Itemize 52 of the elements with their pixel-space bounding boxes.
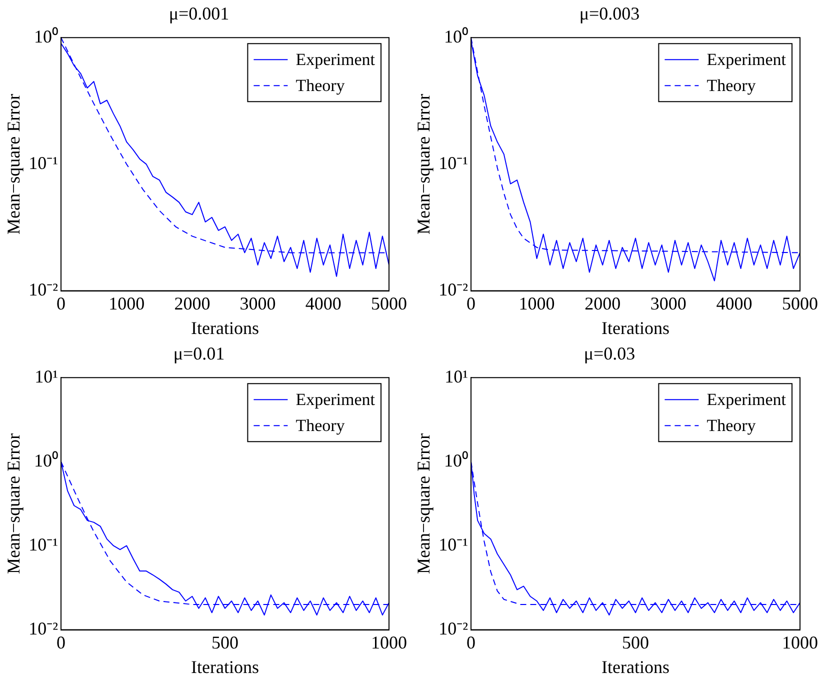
x-tick-label: 0 bbox=[466, 632, 476, 652]
x-axis-title: Iterations bbox=[602, 318, 670, 338]
x-tick-label: 4000 bbox=[305, 293, 342, 314]
chart-title: μ=0.03 bbox=[584, 344, 636, 364]
y-tick-label: 10⁻² bbox=[28, 618, 58, 639]
x-tick-label: 0 bbox=[56, 632, 66, 652]
x-axis-title: Iterations bbox=[191, 656, 259, 677]
legend-label: Experiment bbox=[296, 390, 376, 410]
x-tick-label: 5000 bbox=[782, 293, 818, 314]
x-tick-label: 1000 bbox=[782, 632, 818, 652]
x-tick-label: 3000 bbox=[240, 293, 276, 314]
x-tick-label: 1000 bbox=[518, 293, 555, 314]
legend-label: Theory bbox=[706, 416, 756, 436]
x-axis-title: Iterations bbox=[191, 318, 259, 338]
y-tick-label: 10⁰ bbox=[34, 450, 58, 470]
y-axis-title: Mean−square Error bbox=[4, 433, 24, 574]
x-tick-label: 2000 bbox=[174, 293, 210, 314]
y-tick-label: 10¹ bbox=[444, 366, 468, 386]
y-tick-label: 10⁻² bbox=[438, 280, 468, 300]
x-tick-label: 500 bbox=[622, 632, 649, 652]
legend-label: Experiment bbox=[296, 50, 376, 70]
y-tick-label: 10⁻² bbox=[438, 618, 468, 639]
y-tick-label: 10⁰ bbox=[34, 26, 58, 46]
x-tick-label: 0 bbox=[466, 293, 476, 314]
x-axis-title: Iterations bbox=[602, 656, 670, 677]
y-tick-label: 10⁻¹ bbox=[438, 152, 468, 173]
legend-label: Theory bbox=[296, 76, 346, 96]
y-tick-label: 10⁻¹ bbox=[28, 152, 58, 173]
y-tick-label: 10⁻² bbox=[28, 280, 58, 300]
y-axis-title: Mean−square Error bbox=[4, 94, 24, 234]
y-tick-label: 10¹ bbox=[34, 366, 58, 386]
legend-label: Experiment bbox=[706, 390, 786, 410]
x-tick-label: 0 bbox=[56, 293, 66, 314]
x-tick-label: 2000 bbox=[584, 293, 621, 314]
y-tick-label: 10⁰ bbox=[444, 26, 468, 46]
x-tick-label: 500 bbox=[212, 632, 238, 652]
x-tick-label: 1000 bbox=[371, 632, 407, 652]
x-tick-label: 5000 bbox=[371, 293, 407, 314]
y-tick-label: 10⁻¹ bbox=[28, 534, 58, 554]
x-tick-label: 1000 bbox=[108, 293, 145, 314]
y-tick-label: 10⁻¹ bbox=[438, 534, 468, 554]
chart-title: μ=0.01 bbox=[173, 344, 225, 364]
x-tick-label: 3000 bbox=[650, 293, 686, 314]
legend-label: Theory bbox=[296, 416, 346, 436]
chart-title: μ=0.001 bbox=[168, 4, 230, 24]
y-tick-label: 10⁰ bbox=[444, 450, 468, 470]
legend-label: Experiment bbox=[706, 50, 786, 70]
y-axis-title: Mean−square Error bbox=[414, 433, 434, 574]
y-axis-title: Mean−square Error bbox=[414, 94, 434, 234]
x-tick-label: 4000 bbox=[716, 293, 752, 314]
legend-label: Theory bbox=[706, 76, 756, 96]
chart-title: μ=0.003 bbox=[579, 4, 640, 24]
